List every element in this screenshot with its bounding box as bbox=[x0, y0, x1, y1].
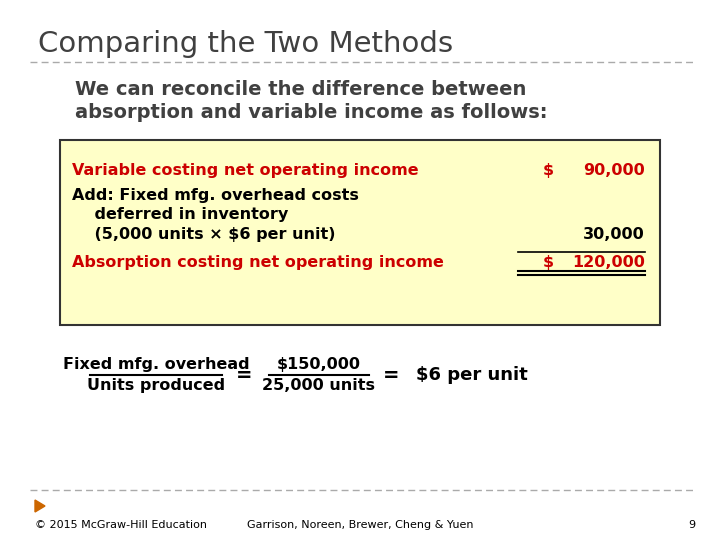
Text: $: $ bbox=[542, 255, 554, 270]
Text: Garrison, Noreen, Brewer, Cheng & Yuen: Garrison, Noreen, Brewer, Cheng & Yuen bbox=[247, 520, 473, 530]
Text: Comparing the Two Methods: Comparing the Two Methods bbox=[38, 30, 453, 58]
Text: Variable costing net operating income: Variable costing net operating income bbox=[72, 163, 418, 178]
Text: © 2015 McGraw-Hill Education: © 2015 McGraw-Hill Education bbox=[35, 520, 207, 530]
Text: 120,000: 120,000 bbox=[572, 255, 645, 270]
Text: Fixed mfg. overhead: Fixed mfg. overhead bbox=[63, 357, 249, 372]
Text: $6 per unit: $6 per unit bbox=[416, 366, 528, 384]
Text: 25,000 units: 25,000 units bbox=[263, 378, 376, 393]
Text: 30,000: 30,000 bbox=[583, 227, 645, 242]
FancyBboxPatch shape bbox=[60, 140, 660, 325]
Text: =: = bbox=[235, 366, 252, 384]
Text: 90,000: 90,000 bbox=[583, 163, 645, 178]
Text: Units produced: Units produced bbox=[87, 378, 225, 393]
Text: We can reconcile the difference between: We can reconcile the difference between bbox=[75, 80, 526, 99]
Text: Add: Fixed mfg. overhead costs: Add: Fixed mfg. overhead costs bbox=[72, 188, 359, 203]
Text: deferred in inventory: deferred in inventory bbox=[72, 207, 288, 222]
Text: Absorption costing net operating income: Absorption costing net operating income bbox=[72, 255, 444, 270]
Text: $: $ bbox=[542, 163, 554, 178]
Polygon shape bbox=[35, 500, 45, 512]
Text: =: = bbox=[383, 366, 400, 384]
Text: (5,000 units × $6 per unit): (5,000 units × $6 per unit) bbox=[72, 227, 336, 242]
Text: $150,000: $150,000 bbox=[277, 357, 361, 372]
Text: 9: 9 bbox=[688, 520, 695, 530]
Text: absorption and variable income as follows:: absorption and variable income as follow… bbox=[75, 103, 547, 122]
